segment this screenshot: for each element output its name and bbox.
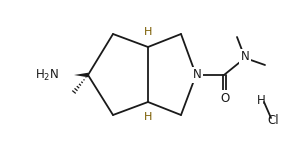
Text: Cl: Cl (267, 114, 279, 126)
Text: H: H (257, 93, 265, 106)
Text: N: N (192, 69, 201, 81)
Text: H$_2$N: H$_2$N (35, 68, 59, 82)
Text: H: H (144, 27, 152, 37)
Polygon shape (74, 73, 88, 77)
Text: N: N (241, 51, 249, 63)
Text: H: H (144, 112, 152, 122)
Text: O: O (220, 92, 230, 105)
